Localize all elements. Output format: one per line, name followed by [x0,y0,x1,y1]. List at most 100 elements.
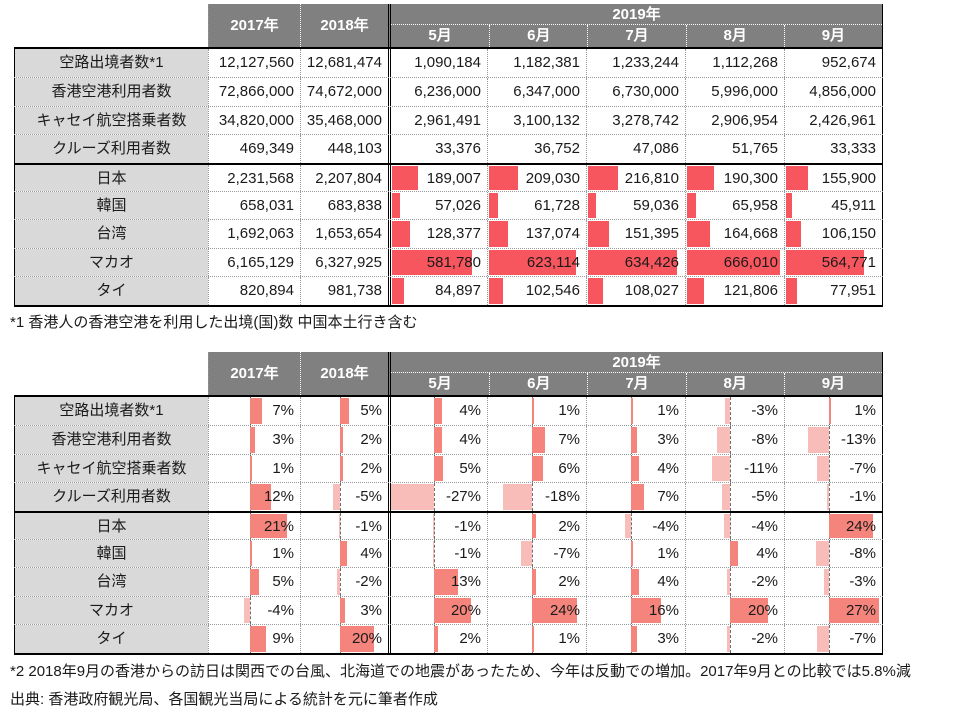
cell-value: 2% [558,573,580,591]
cell-value: 2,231,568 [227,169,294,187]
zero-axis [730,483,732,511]
cell-value: -7% [849,630,876,648]
row-label: マカオ [14,596,208,625]
cell-value: 1% [558,402,580,419]
table-cell: 102,546 [487,277,586,305]
table-row: 香港空港利用者数 72,866,000 74,672,000 6,236,000 6,3… [14,77,883,106]
data-bar-negative [823,569,829,595]
header-month: 8月 [685,25,784,47]
data-bar [687,165,714,190]
data-bar-positive [631,398,633,425]
cell-value: 34,820,000 [218,111,294,129]
zero-axis [730,426,732,454]
table-cell: 12,127,560 [208,49,300,78]
cell-value: -13% [840,431,876,449]
table-cell: -5% [300,483,388,511]
table-cell: 1,112,268 [685,49,784,78]
header-month: 7月 [587,373,685,395]
table-row: 日本 2,231,568 2,207,804 189,007 209,030 216,81… [14,162,883,191]
cell-value: 469,349 [239,140,294,158]
table-row: 香港空港利用者数 3% 2% 4% 7% 3% -8% -13% [14,425,883,454]
table-cell: -1% [784,483,883,511]
data-bar-negative [723,513,731,538]
table-cell: 469,349 [208,135,300,163]
cell-value: 7% [657,488,679,506]
table-cell: 24% [487,596,586,625]
table-cell: 2% [388,625,487,653]
header-group-2019: 2019年 5月 6月 7月 8月 9月 [388,352,883,395]
cell-value: 61,728 [534,196,580,214]
zero-axis [730,625,732,653]
header-spacer [14,352,208,395]
cell-value: 51,765 [732,140,778,158]
cell-value: 1% [657,544,679,562]
cell-value: -8% [751,431,778,449]
cell-value: 137,074 [525,225,580,243]
table-cell: 137,074 [487,220,586,248]
table-cell: 7% [487,426,586,454]
data-bar-positive [434,455,444,482]
cell-value: 1,653,654 [315,225,382,243]
cell-value: 7% [558,431,580,449]
data-bar-positive [340,455,344,482]
table-cell: 2% [487,512,586,539]
table-cell: 1% [586,539,685,568]
cell-value: 981,738 [327,282,382,300]
row-label: 空路出境者数*1 [14,49,208,78]
table-cell: 4% [586,568,685,596]
table-cell: 5% [300,397,388,426]
data-bar-negative [817,455,829,482]
data-bar-negative [243,597,250,624]
cell-value: -5% [751,488,778,506]
zero-axis [434,483,436,511]
cell-value: 4% [756,544,778,562]
cell-value: 1,233,244 [612,54,679,71]
header-month: 6月 [489,25,587,47]
cell-value: 24% [549,601,580,619]
cell-value: 21% [263,517,294,535]
table-cell: 21% [208,512,300,539]
table-cell: 4,856,000 [784,78,883,106]
table-cell: 3,100,132 [487,106,586,135]
cell-value: 3% [272,431,294,449]
cell-value: 128,377 [426,225,481,243]
data-bar-negative [815,540,829,567]
cell-value: 952,674 [821,54,876,71]
row-label: 韓国 [14,191,208,220]
table-row: タイ 820,894 981,738 84,897 102,546 108,027 121,… [14,276,883,305]
table-row: マカオ 6,165,129 6,327,925 581,780 623,114 634,4… [14,247,883,277]
table-cell: 33,333 [784,135,883,163]
data-bar [687,221,711,247]
row-label: 韓国 [14,539,208,568]
table-cell: 5,996,000 [685,78,784,106]
data-bar [392,249,472,276]
row-label: キャセイ航空搭乗者数 [14,106,208,135]
data-bar-positive [828,513,874,538]
cell-value: -2% [751,573,778,591]
data-bar [687,249,781,276]
table-row: キャセイ航空搭乗者数 1% 2% 5% 6% 4% -11% -7% [14,453,883,483]
footnote-2: *2 2018年9月の香港からの訪日は関西での台風、北海道での地震があったため、… [10,663,911,680]
data-bar [687,192,697,219]
table-cell: 6,730,000 [586,78,685,106]
cell-value: 564,771 [821,253,876,271]
cell-value: -3% [849,573,876,591]
table-cell: 3% [586,426,685,454]
table-cell: 57,026 [388,191,487,220]
data-bar [588,278,604,304]
zero-axis [828,454,830,483]
data-bar [489,278,504,304]
zero-axis [249,596,251,625]
cell-value: 3% [360,601,382,619]
data-bar-positive [532,569,536,595]
cell-value: 102,546 [525,282,580,300]
zero-axis [434,539,436,568]
table-cell: 1% [487,625,586,653]
cell-value: 1% [854,402,876,419]
data-bar-positive [434,398,442,425]
data-bar-positive [730,597,768,624]
table-cell: -7% [784,625,883,653]
table-cell: -4% [685,512,784,539]
data-bar-positive [532,398,534,425]
cell-value: 20% [351,630,382,648]
